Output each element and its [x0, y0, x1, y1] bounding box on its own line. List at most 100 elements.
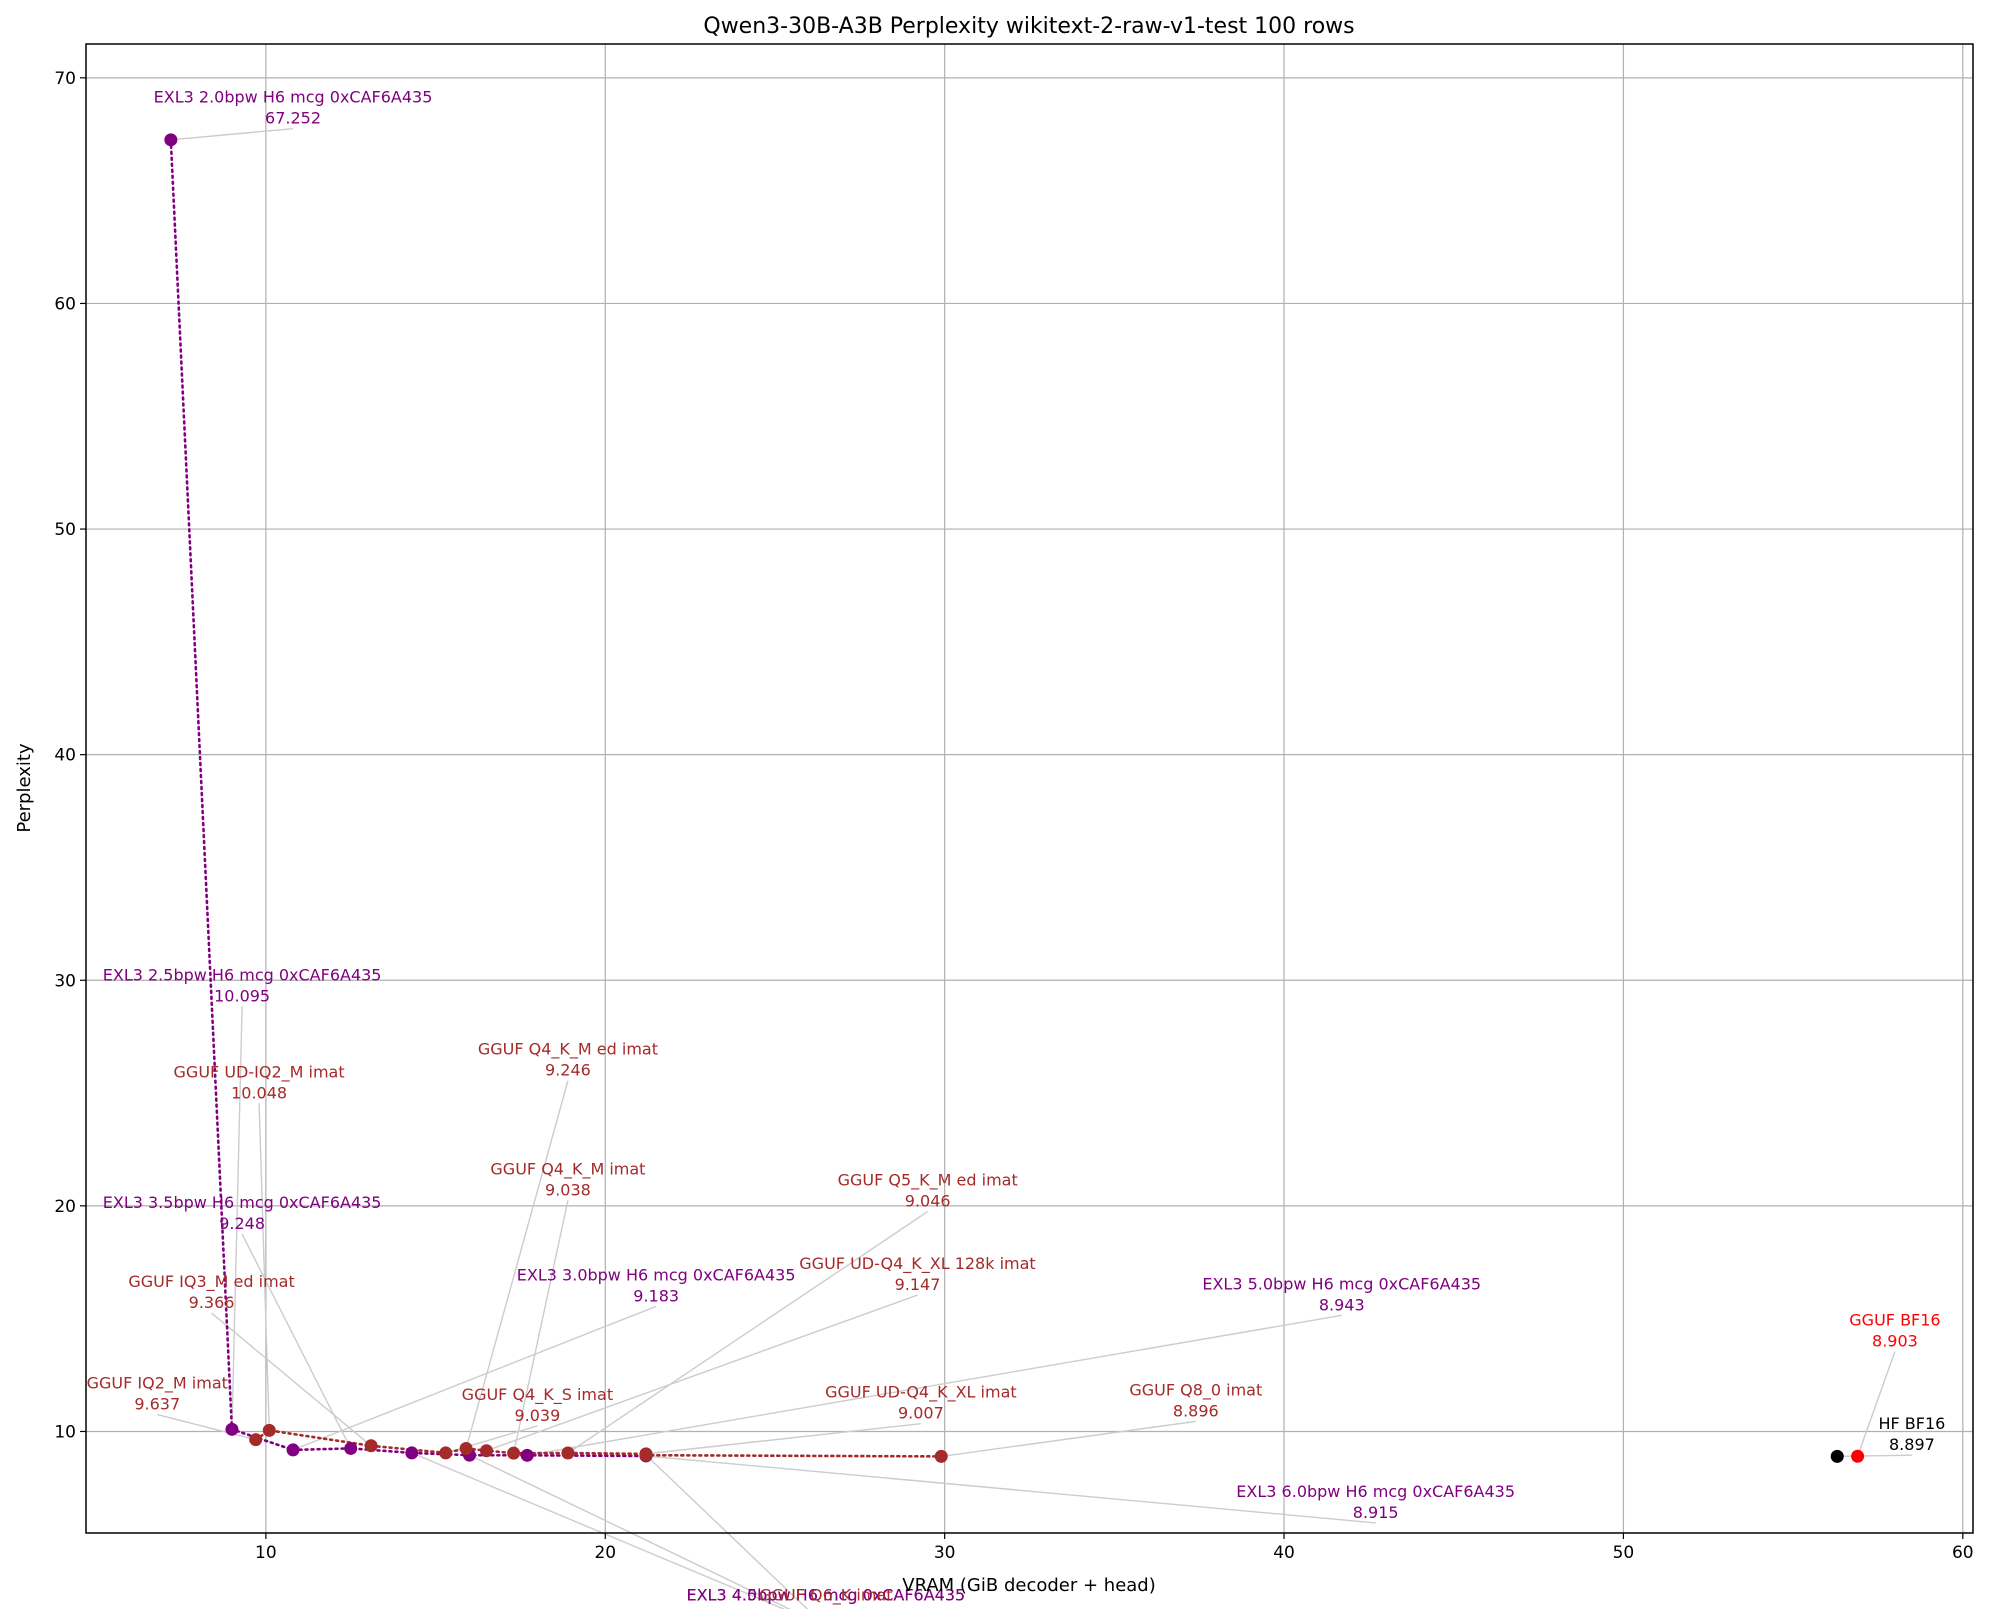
annotation-leader-lines: [157, 127, 1912, 1609]
annotation-label: GGUF Q5_K_M ed imat: [838, 1171, 1018, 1191]
data-point: [1830, 1449, 1844, 1463]
annotation-value: 9.147: [895, 1275, 941, 1294]
data-point: [405, 1446, 419, 1460]
annotation-value: 8.915: [1353, 1503, 1399, 1522]
annotation-value: 9.246: [545, 1061, 591, 1080]
leader-line: [527, 1314, 1342, 1457]
leader-line: [258, 1103, 270, 1431]
leader-line: [645, 1455, 1376, 1524]
x-tick-label: 60: [1952, 1543, 1974, 1563]
y-tick-label: 40: [54, 746, 76, 766]
data-point: [344, 1441, 358, 1455]
leader-line: [211, 1312, 372, 1447]
x-tick-label: 30: [934, 1543, 956, 1563]
y-tick-label: 60: [54, 294, 76, 314]
annotation-label: HF BF16: [1878, 1414, 1945, 1433]
x-tick-label: 40: [1273, 1543, 1295, 1563]
leader-line: [645, 1454, 809, 1609]
y-tick-label: 20: [54, 1197, 76, 1217]
annotation-label: GGUF Q4_K_S imat: [462, 1385, 613, 1405]
annotation-label: EXL3 3.5bpw H6 mcg 0xCAF6A435: [103, 1193, 382, 1212]
annotation-value: 67.252: [265, 109, 321, 128]
data-point: [561, 1446, 575, 1460]
annotation-value: 9.007: [898, 1404, 944, 1423]
annotation-label: GGUF Q6_K imat: [759, 1586, 892, 1606]
annotation-value: 9.637: [134, 1395, 180, 1414]
data-point: [1851, 1449, 1865, 1463]
leader-line: [645, 1422, 921, 1455]
leader-line: [567, 1210, 929, 1454]
chart-title: Qwen3-30B-A3B Perplexity wikitext-2-raw-…: [703, 14, 1354, 39]
data-point: [479, 1444, 493, 1458]
data-point: [520, 1448, 534, 1462]
y-tick-label: 70: [54, 69, 76, 89]
y-axis-label: Perplexity: [14, 743, 35, 833]
annotations: EXL3 2.0bpw H6 mcg 0xCAF6A435 67.252 EXL3 …: [87, 88, 1946, 1609]
plot-area-frame: [85, 43, 1974, 1534]
annotation-value: 8.95: [808, 1607, 844, 1609]
x-tick-label: 50: [1613, 1543, 1635, 1563]
annotation-value: 9.248: [219, 1214, 265, 1233]
x-tick-label: 20: [594, 1543, 616, 1563]
annotation-value: 9.183: [633, 1286, 679, 1305]
annotation-value: 9.05: [808, 1607, 844, 1609]
annotation-value: 10.095: [214, 986, 270, 1005]
leader-line: [241, 1233, 352, 1449]
data-point: [459, 1441, 473, 1455]
data-point: [364, 1439, 378, 1453]
annotation-label: GGUF UD-Q4_K_XL 128k imat: [799, 1254, 1035, 1274]
data-point: [262, 1423, 276, 1437]
y-tick-label: 50: [54, 520, 76, 540]
annotation-value: 8.939: [803, 1607, 849, 1609]
annotation-label: GGUF IQ3_M ed imat: [128, 1272, 294, 1292]
annotation-label: EXL3 6.0bpw H6 mcg 0xCAF6A435: [1236, 1482, 1515, 1501]
leader-line: [512, 1200, 569, 1454]
annotation-label: EXL3 2.0bpw H6 mcg 0xCAF6A435: [154, 88, 433, 107]
y-tick-label: 30: [54, 971, 76, 991]
annotation-value: 8.943: [1319, 1295, 1365, 1314]
axis-ticks: 10 20 30 40 50 60 10 20 30 40 50 60 70: [54, 69, 1973, 1563]
leader-line: [157, 1413, 256, 1441]
annotation-value: 9.366: [189, 1293, 235, 1312]
annotation-label: EXL3 2.5bpw H6 mcg 0xCAF6A435: [103, 965, 382, 984]
data-point: [249, 1433, 263, 1447]
annotation-value: 10.048: [231, 1083, 287, 1102]
leader-line: [465, 1080, 569, 1449]
data-point: [934, 1449, 948, 1463]
data-point: [439, 1446, 453, 1460]
data-point: [507, 1446, 521, 1460]
x-axis-label: VRAM (GiB decoder + head): [902, 1575, 1156, 1596]
y-tick-label: 10: [54, 1422, 76, 1442]
leader-line: [469, 1454, 791, 1609]
annotation-value: 8.896: [1173, 1401, 1219, 1420]
data-points: [164, 133, 1865, 1463]
leader-line: [411, 1452, 786, 1609]
data-point: [225, 1422, 239, 1436]
annotation-value: 8.903: [1872, 1331, 1918, 1350]
grid-lines: [86, 44, 1973, 1533]
leader-line: [170, 127, 294, 141]
annotation-value: 8.897: [1889, 1435, 1935, 1454]
leader-line: [292, 1305, 657, 1451]
annotation-label: EXL3 4.5bpw H6 mcg 0xCAF6A435: [686, 1586, 965, 1605]
annotation-label: EXL3 5.0bpw H6 mcg 0xCAF6A435: [1202, 1274, 1481, 1293]
data-point: [286, 1443, 300, 1457]
leader-line: [486, 1294, 918, 1452]
data-point: [164, 133, 178, 147]
annotation-label: GGUF Q4_K_M ed imat: [478, 1040, 658, 1060]
leader-line: [941, 1420, 1196, 1458]
annotation-label: GGUF IQ2_M imat: [87, 1374, 228, 1394]
leader-line: [1856, 1351, 1896, 1457]
leader-line: [1837, 1454, 1912, 1458]
annotation-label: GGUF UD-IQ2_M imat: [174, 1062, 345, 1082]
annotation-value: 9.039: [514, 1406, 560, 1425]
x-tick-label: 10: [255, 1543, 277, 1563]
annotation-label: GGUF BF16: [1849, 1310, 1940, 1329]
annotation-label: GGUF Q4_K_M imat: [490, 1159, 645, 1179]
annotation-label: GGUF Q8_0 imat: [1129, 1380, 1262, 1400]
data-point: [639, 1448, 653, 1462]
leader-line: [231, 1006, 243, 1430]
annotation-label: EXL3 3.0bpw H6 mcg 0xCAF6A435: [517, 1265, 796, 1284]
